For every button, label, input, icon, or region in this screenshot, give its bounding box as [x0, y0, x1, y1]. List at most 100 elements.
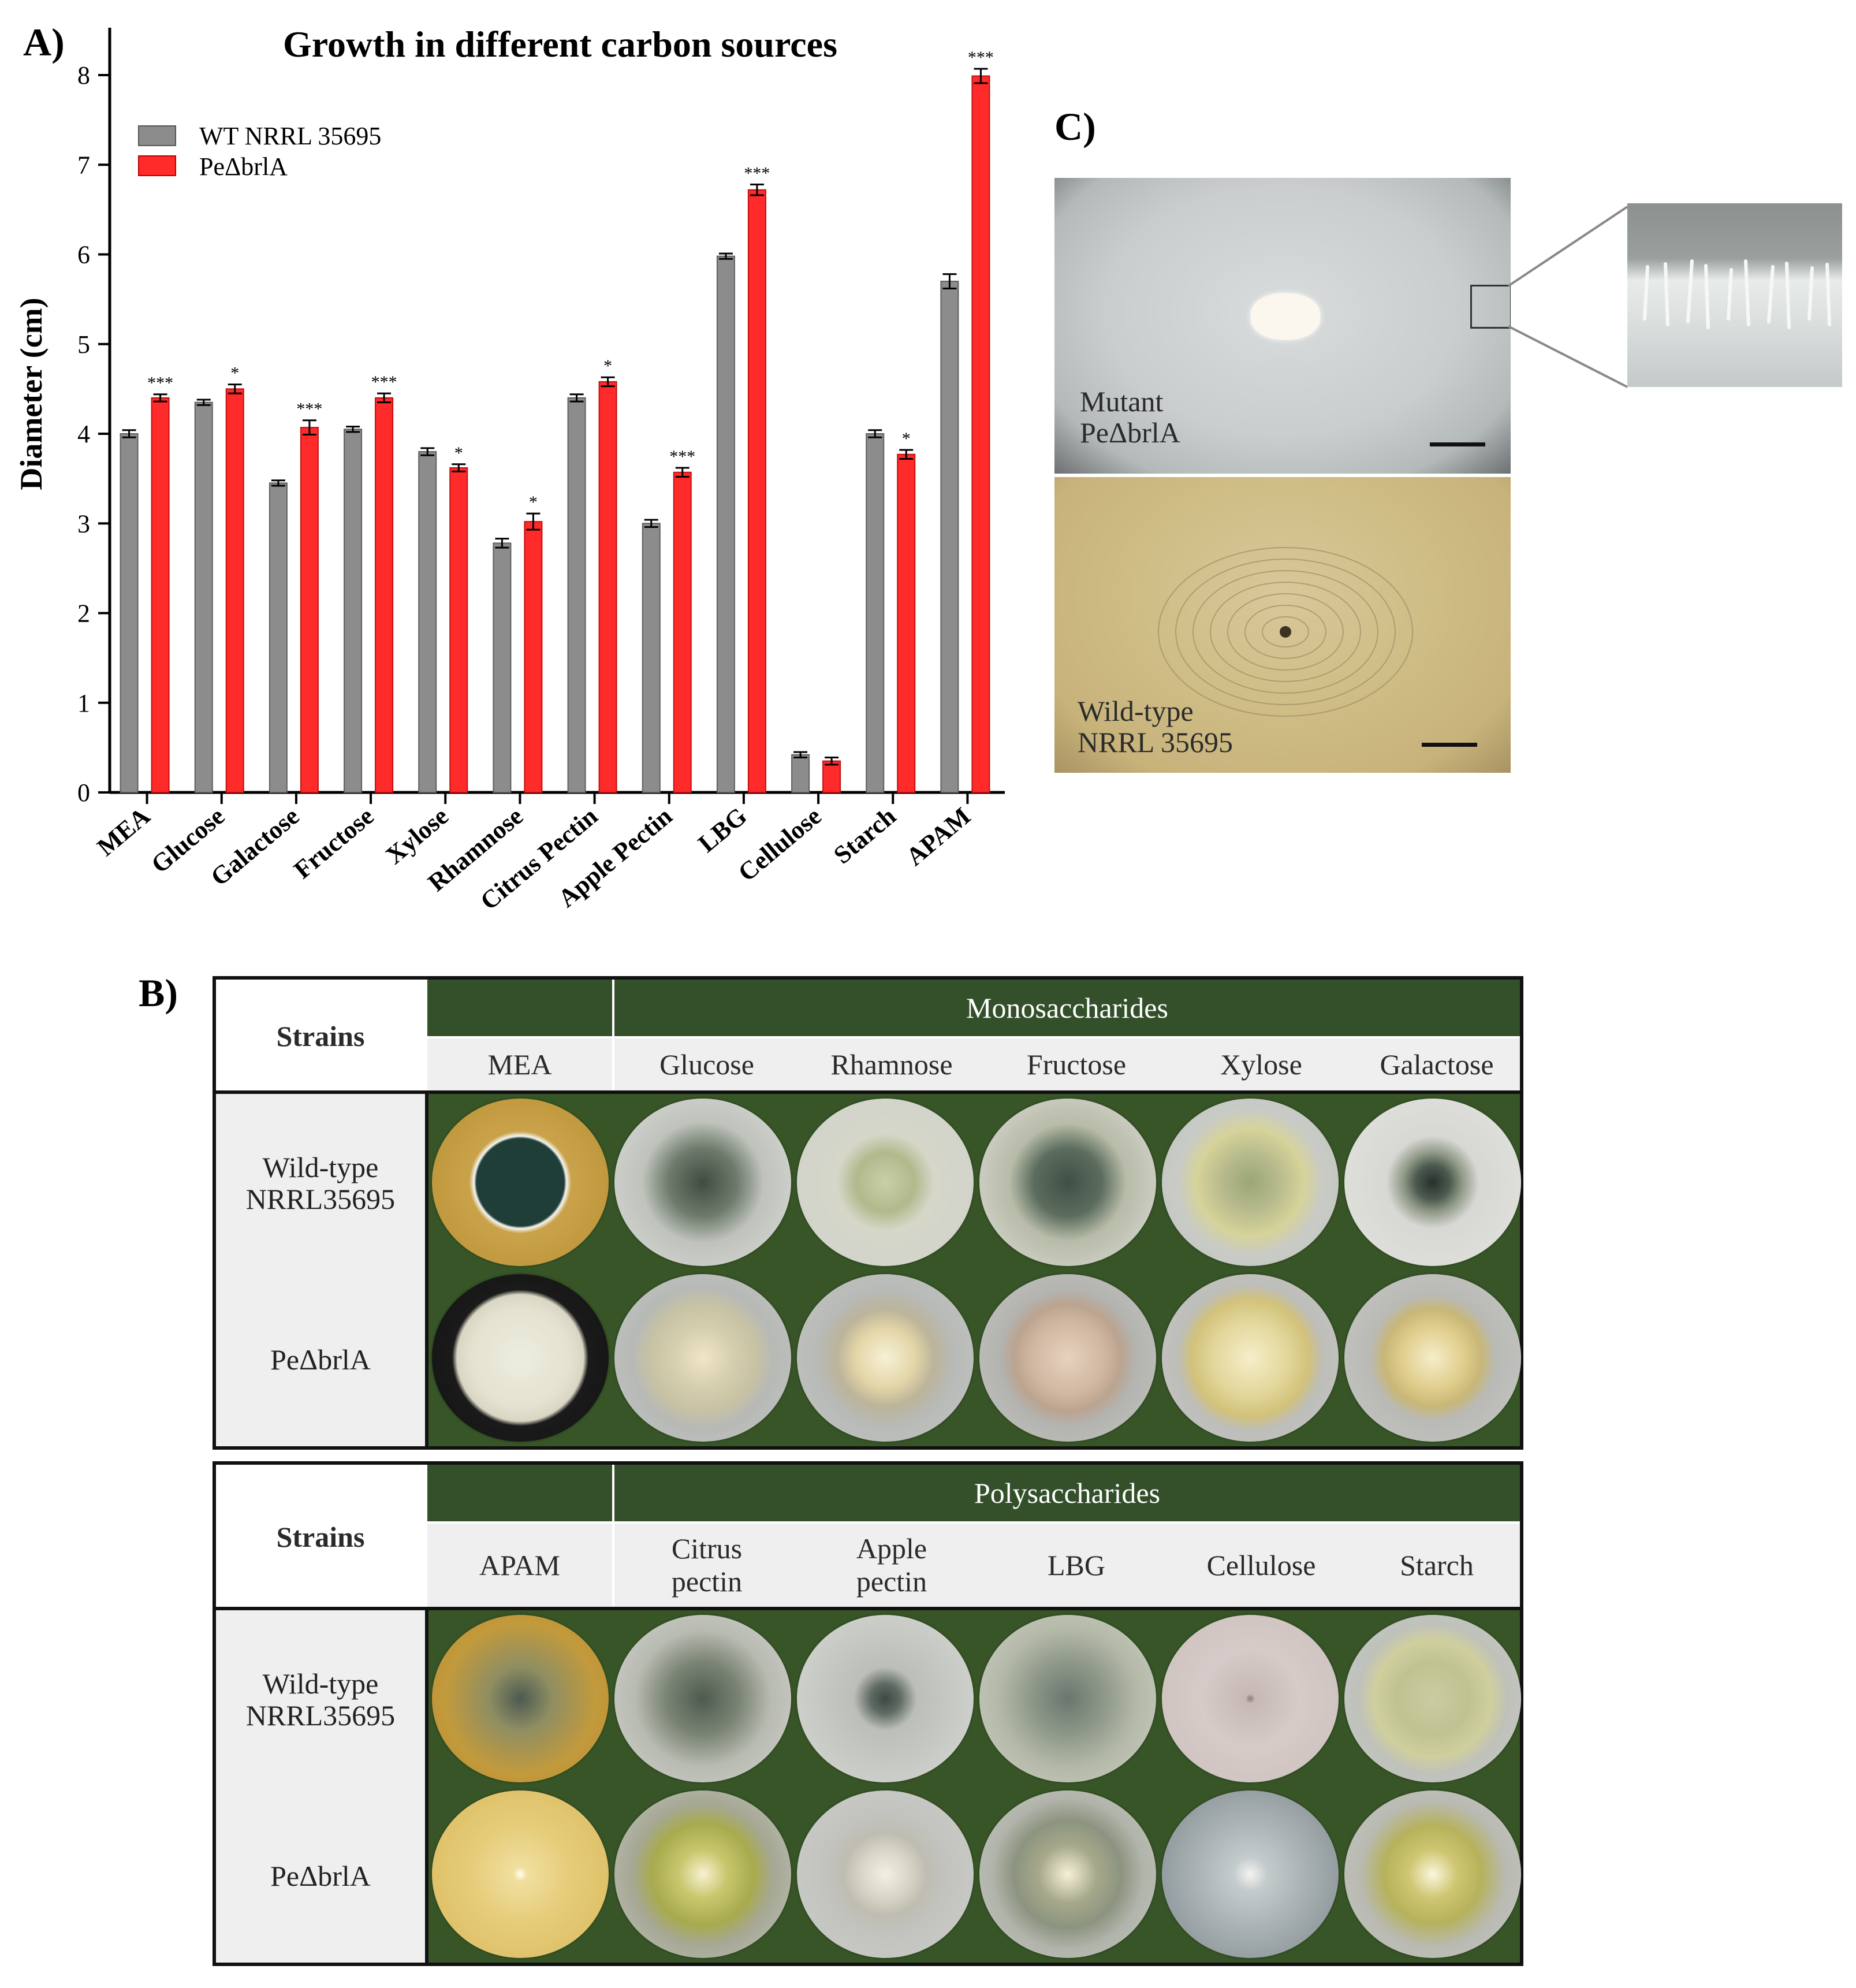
- y-tick-label: 8: [77, 61, 90, 90]
- bar-wt: [418, 451, 437, 793]
- chart-title: Growth in different carbon sources: [283, 24, 837, 65]
- wildtype-plate-photo: Wild-type NRRL 35695: [1054, 477, 1511, 773]
- plate-wt-galactose: [1344, 1099, 1521, 1266]
- bar-mutant: [747, 189, 766, 794]
- zoom-connector: [1507, 206, 1628, 388]
- wildtype-strain-label: Wild-type NRRL35695: [216, 1094, 425, 1273]
- plate-wt-cellulose: [1162, 1615, 1339, 1782]
- mutant-strain-label: PeΔbrlA: [216, 1789, 425, 1963]
- significance-marker: ***: [669, 447, 695, 466]
- sugar-header: LBG: [1048, 1549, 1105, 1581]
- plate-mutant-mea: [432, 1274, 609, 1442]
- mycelium-plug: [1251, 293, 1320, 340]
- sugar-header: Xylose: [1220, 1048, 1302, 1081]
- plate-mutant-lbg: [979, 1790, 1156, 1958]
- sugar-header-line2: pectin: [671, 1565, 743, 1598]
- significance-marker: ***: [744, 163, 770, 183]
- y-tick-label: 3: [77, 509, 90, 538]
- y-tick-label: 2: [77, 600, 90, 628]
- bar-wt: [120, 433, 139, 793]
- group-header-mono: Monosaccharides: [614, 980, 1520, 1036]
- y-tick-label: 1: [77, 689, 90, 717]
- significance-marker: *: [230, 364, 239, 383]
- wildtype-line1: Wild-type: [262, 1151, 379, 1183]
- group-header-poly: Polysaccharides: [614, 1465, 1520, 1521]
- bar-mutant: [673, 471, 692, 793]
- plate-wt-lbg: [979, 1615, 1156, 1782]
- x-tick-label: Starch: [828, 802, 901, 869]
- sugar-header: Cellulose: [1206, 1549, 1316, 1581]
- zoom-box: [1470, 285, 1511, 329]
- sugar-header: Fructose: [1026, 1048, 1127, 1081]
- x-tick-label: MEA: [92, 802, 155, 862]
- panel-c-label: C): [1054, 105, 1096, 148]
- significance-marker: ***: [968, 48, 994, 67]
- plate-mutant-starch: [1344, 1790, 1521, 1958]
- y-tick-label: 7: [77, 151, 90, 179]
- plate-mutant-apple-pectin: [797, 1790, 974, 1958]
- y-tick-label: 4: [77, 420, 90, 448]
- bar-wt: [791, 754, 810, 794]
- y-tick-label: 5: [77, 330, 90, 359]
- bar-wt: [269, 482, 288, 793]
- wildtype-label-line1: Wild-type: [1078, 695, 1194, 727]
- wildtype-line2: NRRL35695: [245, 1183, 396, 1215]
- plate-wt-mea: [432, 1099, 609, 1266]
- wildtype-strain-label: Wild-type NRRL35695: [216, 1610, 425, 1789]
- bar-wt: [493, 542, 512, 794]
- panel-a-label: A): [23, 20, 65, 64]
- legend-label-mutant: PeΔbrlA: [199, 152, 288, 181]
- sugar-header-line1: Citrus: [671, 1532, 743, 1565]
- wildtype-line1: Wild-type: [262, 1667, 379, 1700]
- x-tick-label: Fructose: [289, 802, 379, 884]
- legend-swatch-mutant: [138, 155, 176, 176]
- bar-wt: [567, 397, 586, 793]
- bar-wt: [344, 429, 363, 793]
- plate-mutant-xylose: [1162, 1274, 1339, 1442]
- mutant-label-line1: Mutant: [1080, 385, 1164, 418]
- bar-wt: [642, 523, 661, 793]
- sugar-header: Starch: [1400, 1549, 1474, 1581]
- plate-mutant-cellulose: [1162, 1790, 1339, 1958]
- control-header: APAM: [427, 1524, 612, 1607]
- x-tick-label: LBG: [693, 802, 752, 858]
- panel-b-label: B): [139, 971, 178, 1015]
- y-tick-label: 6: [77, 241, 90, 269]
- mutant-plate-photo: Mutant PeΔbrlA: [1054, 178, 1511, 474]
- legend-label-wt: WT NRRL 35695: [199, 122, 381, 150]
- plate-wt-rhamnose: [797, 1099, 974, 1266]
- significance-marker: ***: [371, 373, 397, 392]
- hyphae-strands: [1643, 259, 1831, 329]
- significance-marker: ***: [147, 374, 173, 393]
- monosaccharides-table: Strains Monosaccharides MEA Glucose Rham…: [213, 976, 1523, 1450]
- bar-mutant: [300, 427, 319, 793]
- y-tick-label: 0: [77, 779, 90, 807]
- polysaccharides-table: Strains Polysaccharides APAM Citrus pect…: [213, 1461, 1523, 1966]
- strains-header: Strains: [216, 980, 425, 1093]
- concentric-rings: [1158, 547, 1413, 717]
- significance-marker: ***: [296, 400, 322, 419]
- x-tick-label: APAM: [901, 802, 976, 871]
- plate-mutant-glucose: [614, 1274, 791, 1442]
- sugar-header: Glucose: [659, 1048, 754, 1081]
- sugar-header-line1: Apple: [856, 1532, 927, 1565]
- plate-wt-fructose: [979, 1099, 1156, 1266]
- y-axis-label: Diameter (cm): [14, 297, 49, 490]
- bar-chart: Growth in different carbon sources Diame…: [14, 24, 1005, 915]
- plate-wt-apam: [432, 1615, 609, 1782]
- significance-marker: *: [529, 493, 538, 512]
- plate-wt-citrus-pectin: [614, 1615, 791, 1782]
- plate-mutant-fructose: [979, 1274, 1156, 1442]
- bar-mutant: [897, 453, 916, 793]
- plate-area: [428, 1094, 1521, 1446]
- plate-wt-xylose: [1162, 1099, 1339, 1266]
- bar-mutant: [822, 760, 841, 793]
- bar-wt: [716, 255, 735, 794]
- plate-mutant-rhamnose: [797, 1274, 974, 1442]
- mycelium-zoom-photo: [1627, 203, 1842, 387]
- significance-marker: *: [454, 444, 463, 463]
- plate-mutant-apam: [432, 1790, 609, 1958]
- scale-bar: [1430, 442, 1485, 446]
- wildtype-label-line2: NRRL 35695: [1078, 726, 1233, 758]
- significance-marker: *: [902, 429, 911, 448]
